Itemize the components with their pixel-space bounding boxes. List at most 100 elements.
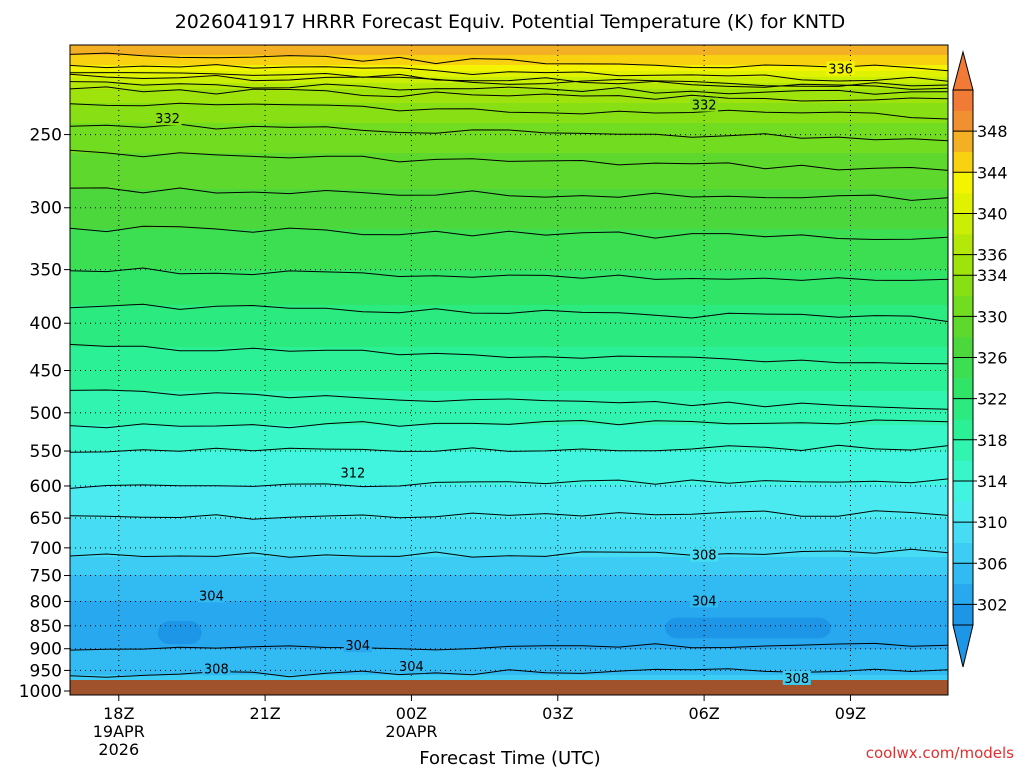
fill-band <box>70 471 948 474</box>
colorbar-bin <box>953 90 973 111</box>
contour-label: 304 <box>345 639 370 654</box>
fill-band <box>70 571 948 574</box>
fill-band <box>70 193 948 196</box>
fill-band <box>70 221 948 224</box>
fill-band <box>70 419 948 422</box>
fill-band <box>70 493 948 496</box>
contour-label: 304 <box>692 594 717 609</box>
contour-line <box>69 81 949 95</box>
fill-band <box>70 191 948 194</box>
contour-line <box>69 548 949 558</box>
fill-band <box>70 405 948 408</box>
fill-band <box>70 397 948 400</box>
fill-band <box>70 483 948 486</box>
fill-band <box>70 141 948 144</box>
fill-band <box>70 233 948 236</box>
fill-band <box>70 623 948 626</box>
contour-line <box>69 123 949 142</box>
fill-band <box>70 131 948 134</box>
fill-band <box>70 229 948 232</box>
fill-band <box>70 437 948 440</box>
contour-line <box>69 444 949 453</box>
fill-band <box>70 387 948 390</box>
fill-band <box>70 175 948 178</box>
fill-band <box>70 605 948 608</box>
colorbar-label: 306 <box>977 554 1008 573</box>
fill-band <box>70 517 948 520</box>
colorbar-bin <box>953 604 973 626</box>
fill-band <box>70 217 948 220</box>
fill-band <box>70 173 948 176</box>
fill-band <box>70 105 948 108</box>
fill-band <box>70 69 948 72</box>
fill-band <box>70 523 948 526</box>
colorbar-extend-max <box>952 50 974 91</box>
fill-band <box>70 209 948 212</box>
contour-label: 308 <box>784 672 809 687</box>
contour-label-bg <box>782 670 811 685</box>
fill-band <box>70 579 948 582</box>
fill-band <box>70 239 948 242</box>
fill-band <box>70 509 948 512</box>
fill-band <box>70 281 948 284</box>
y-tick-label: 750 <box>30 567 62 587</box>
fill-band <box>70 607 948 610</box>
colorbar-bin <box>953 254 973 276</box>
fill-band <box>70 521 948 524</box>
fill-band <box>70 399 948 402</box>
fill-band <box>70 447 948 450</box>
fill-band <box>70 155 948 158</box>
fill-band <box>70 327 948 330</box>
contour-label-bg <box>826 61 855 76</box>
fill-band <box>70 529 948 532</box>
colorbar-bin <box>953 419 973 441</box>
colorbar-bin <box>953 357 973 379</box>
terrain-strip <box>70 680 948 695</box>
fill-band <box>70 177 948 180</box>
fill-band <box>70 243 948 246</box>
fill-band <box>70 589 948 592</box>
fill-band <box>70 485 948 488</box>
fill-band <box>70 195 948 198</box>
fill-band <box>70 211 948 214</box>
fill-band <box>70 371 948 374</box>
fill-band <box>70 303 948 306</box>
chart-title: 2026041917 HRRR Forecast Equiv. Potentia… <box>175 11 846 33</box>
fill-band <box>70 501 948 504</box>
fill-band <box>70 543 948 546</box>
fill-band <box>70 657 948 660</box>
contour-line <box>69 64 949 82</box>
colorbar-extend-min <box>952 624 974 668</box>
fill-band <box>70 61 948 64</box>
fill-band <box>70 575 948 578</box>
fill-band <box>70 295 948 298</box>
colorbar-bin <box>953 378 973 399</box>
fill-band <box>70 283 948 286</box>
fill-band <box>70 53 948 56</box>
fill-band <box>70 285 948 288</box>
colorbar-label: 302 <box>977 595 1008 614</box>
fill-band <box>70 223 948 226</box>
fill-band <box>70 495 948 498</box>
x-tick-label: 00Z <box>396 704 427 723</box>
fill-band <box>70 499 948 502</box>
contour-label: 312 <box>340 466 365 481</box>
fill-band <box>70 181 948 184</box>
fill-band <box>70 591 948 594</box>
fill-band <box>70 365 948 368</box>
y-tick-label: 650 <box>30 509 62 529</box>
y-tick-label: 550 <box>30 442 62 462</box>
colorbar-label: 310 <box>977 513 1008 532</box>
fill-band <box>70 407 948 410</box>
y-tick-label: 600 <box>30 477 62 497</box>
fill-band <box>70 143 948 146</box>
fill-band <box>70 183 948 186</box>
fill-band <box>70 151 948 154</box>
fill-band <box>70 333 948 336</box>
fill-band <box>70 573 948 576</box>
fill-band <box>70 515 948 518</box>
fill-band <box>70 259 948 262</box>
fill-band <box>70 55 948 58</box>
fill-band <box>70 119 948 122</box>
